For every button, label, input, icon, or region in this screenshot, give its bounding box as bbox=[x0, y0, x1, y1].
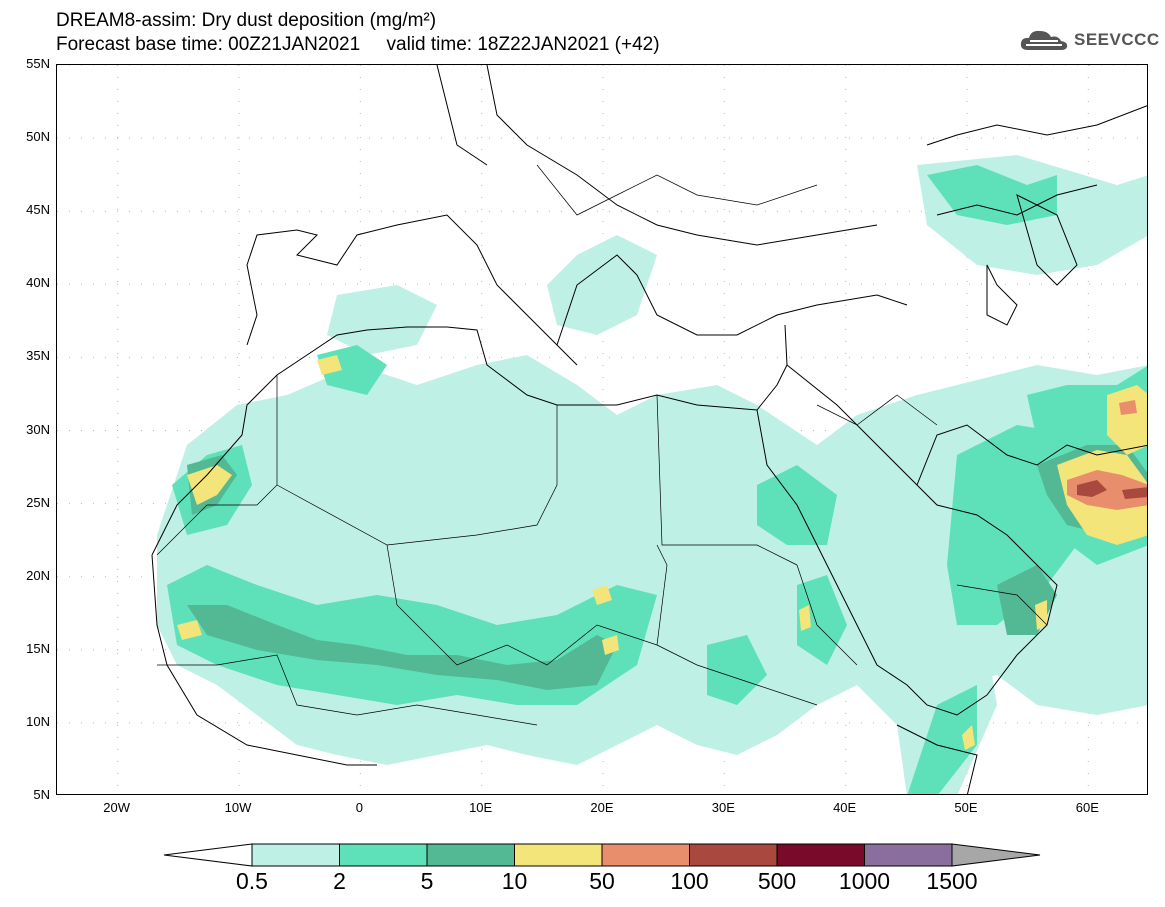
map-subtitle: Forecast base time: 00Z21JAN2021 valid t… bbox=[56, 34, 660, 55]
longitude-label: 10W bbox=[224, 800, 252, 815]
longitude-label: 10E bbox=[469, 800, 493, 815]
latitude-label: 55N bbox=[26, 56, 50, 71]
colorbar-cell bbox=[864, 843, 953, 867]
coastlines bbox=[151, 65, 1147, 794]
colorbar bbox=[163, 843, 1041, 867]
latitude-label: 25N bbox=[26, 494, 50, 510]
seevccc-logo: SEEVCCC bbox=[1018, 26, 1160, 54]
dust-level-10 bbox=[177, 355, 1147, 750]
colorbar-level-label: 2 bbox=[333, 868, 346, 894]
colorbar-level-label: 500 bbox=[757, 868, 797, 894]
longitude-label: 40E bbox=[833, 800, 857, 815]
colorbar-cell bbox=[339, 843, 428, 867]
dust-shading bbox=[157, 155, 1147, 794]
latitude-label: 15N bbox=[26, 640, 50, 656]
latitude-label: 10N bbox=[26, 713, 50, 729]
latitude-label: 5N bbox=[33, 787, 50, 802]
colorbar-level-label: 100 bbox=[670, 868, 709, 894]
latitude-label: 45N bbox=[26, 202, 50, 218]
cloud-icon bbox=[1020, 30, 1068, 50]
latitude-label: 20N bbox=[26, 567, 50, 583]
colorbar-cell bbox=[689, 843, 778, 867]
dust-level-100 bbox=[1077, 480, 1147, 499]
dust-deposition-map bbox=[57, 65, 1147, 794]
colorbar-level-label: 1500 bbox=[926, 868, 978, 894]
longitude-label: 60E bbox=[1075, 800, 1099, 815]
colorbar-max-arrow bbox=[951, 843, 1041, 867]
longitude-label: 30E bbox=[711, 800, 735, 815]
colorbar-cell bbox=[251, 843, 340, 867]
colorbar-level-label: 1000 bbox=[838, 868, 891, 894]
colorbar-cells bbox=[163, 843, 1041, 867]
colorbar-cell bbox=[514, 843, 603, 867]
latitude-label: 30N bbox=[26, 421, 50, 437]
colorbar-level-label: 50 bbox=[589, 868, 615, 894]
colorbar-level-label: 10 bbox=[501, 868, 528, 894]
logo-text: SEEVCCC bbox=[1074, 30, 1160, 49]
colorbar-cell bbox=[776, 843, 865, 867]
colorbar-level-label: 5 bbox=[420, 868, 434, 894]
colorbar-level-label: 0.5 bbox=[236, 868, 268, 894]
colorbar-cell bbox=[426, 843, 515, 867]
map-panel bbox=[56, 64, 1148, 795]
colorbar-cell bbox=[601, 843, 690, 867]
longitude-label: 20E bbox=[590, 800, 614, 815]
latitude-label: 50N bbox=[26, 129, 50, 145]
longitude-label: 20W bbox=[103, 800, 131, 815]
colorbar-min-arrow bbox=[163, 843, 253, 867]
longitude-label: 0 bbox=[355, 800, 363, 815]
latitude-label: 35N bbox=[26, 348, 50, 364]
longitude-label: 50E bbox=[954, 800, 978, 815]
latitude-label: 40N bbox=[26, 275, 50, 291]
map-title: DREAM8-assim: Dry dust deposition (mg/m²… bbox=[56, 10, 437, 31]
country-borders bbox=[156, 164, 1048, 726]
